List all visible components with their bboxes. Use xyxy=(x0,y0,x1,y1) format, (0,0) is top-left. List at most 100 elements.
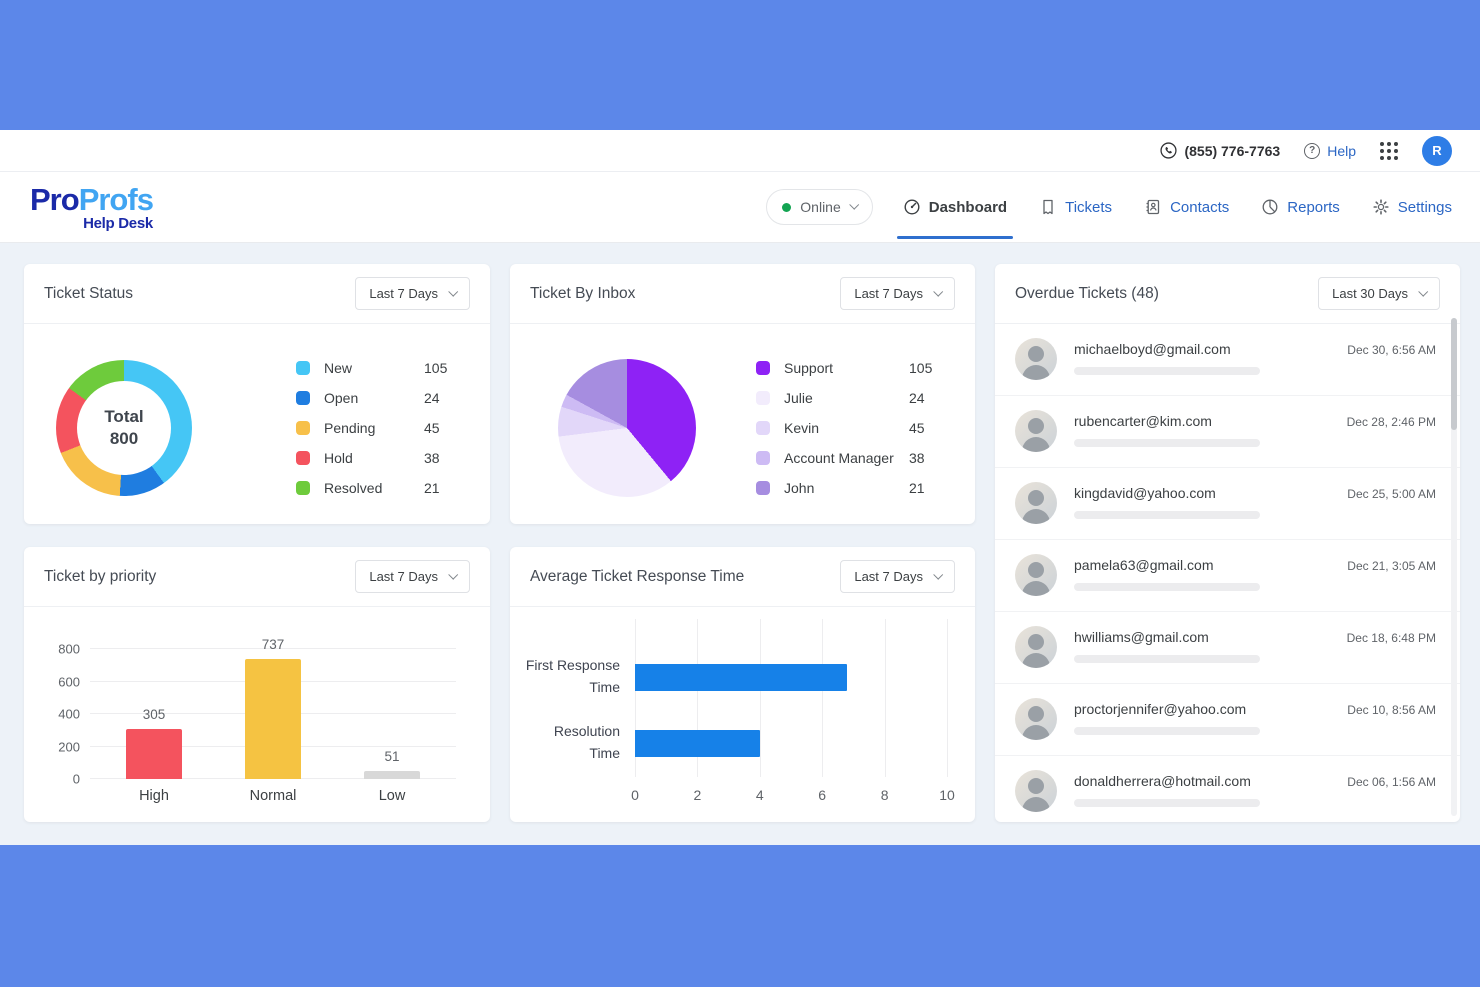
y-axis-tick-label: 400 xyxy=(58,706,80,722)
overdue-ticket-row[interactable]: donaldherrera@hotmail.com Dec 06, 1:56 AM xyxy=(995,755,1460,822)
legend-item[interactable]: Pending 45 xyxy=(296,420,466,436)
response-x-axis-labels: 0 2 4 6 8 10 xyxy=(631,787,955,807)
date-range-dropdown[interactable]: Last 30 Days xyxy=(1318,277,1440,310)
bar-slot: 51 xyxy=(364,649,420,779)
bars-container: 305 737 51 xyxy=(90,637,456,779)
legend-item[interactable]: New 105 xyxy=(296,360,466,376)
contact-email: hwilliams@gmail.com xyxy=(1074,629,1209,645)
nav-item-contacts[interactable]: Contacts xyxy=(1144,198,1229,216)
contact-email: donaldherrera@hotmail.com xyxy=(1074,773,1251,789)
legend-label: Account Manager xyxy=(784,450,894,466)
overdue-row-main: rubencarter@kim.com xyxy=(1074,410,1330,447)
settings-icon xyxy=(1373,199,1389,215)
reports-icon xyxy=(1262,199,1278,215)
tickets-icon xyxy=(1043,199,1053,215)
range-label: Last 7 Days xyxy=(854,286,923,301)
chevron-down-icon xyxy=(933,286,944,297)
user-avatar[interactable]: R xyxy=(1422,135,1452,166)
date-range-dropdown[interactable]: Last 7 Days xyxy=(355,560,470,593)
overdue-row-main: proctorjennifer@yahoo.com xyxy=(1074,698,1330,735)
legend-value: 105 xyxy=(909,360,933,376)
contact-avatar xyxy=(1015,482,1057,524)
y-axis-tick-label: 800 xyxy=(58,641,80,657)
contact-avatar xyxy=(1015,698,1057,740)
overdue-row-main: pamela63@gmail.com xyxy=(1074,554,1330,591)
date-range-dropdown[interactable]: Last 7 Days xyxy=(355,277,470,310)
x-axis-tick-label: 8 xyxy=(880,787,889,803)
contact-email: pamela63@gmail.com xyxy=(1074,557,1214,573)
legend-swatch-icon xyxy=(296,391,310,405)
legend-swatch-icon xyxy=(756,481,770,495)
response-category-label: First Response Time xyxy=(525,657,620,695)
nav-label: Dashboard xyxy=(928,198,1008,216)
phone-icon xyxy=(1160,142,1178,159)
ticket-subject-placeholder xyxy=(1074,511,1260,519)
online-status-dropdown[interactable]: Online xyxy=(766,189,873,225)
contact-email: kingdavid@yahoo.com xyxy=(1074,485,1216,501)
support-phone[interactable]: (855) 776-7763 xyxy=(1160,142,1280,159)
overdue-date: Dec 28, 2:46 PM xyxy=(1346,415,1436,429)
priority-bar-low xyxy=(364,770,420,779)
app-logo[interactable]: ProProfs Help Desk xyxy=(30,184,154,231)
online-dot-icon xyxy=(782,202,792,212)
legend-item[interactable]: Open 24 xyxy=(296,390,466,406)
legend-value: 45 xyxy=(424,420,440,436)
contact-avatar xyxy=(1015,554,1057,596)
legend-swatch-icon xyxy=(756,361,770,375)
legend-value: 38 xyxy=(909,450,925,466)
legend-swatch-icon xyxy=(296,451,310,465)
legend-item[interactable]: Account Manager 38 xyxy=(756,450,951,466)
ticket-status-legend: New 105 Open 24 Pending 45 Hold 38 Resolved 21 xyxy=(296,360,466,496)
contact-email: proctorjennifer@yahoo.com xyxy=(1074,701,1247,717)
nav-item-dashboard[interactable]: Dashboard xyxy=(896,198,1014,239)
bar-value-label: 737 xyxy=(261,637,285,653)
overdue-row-main: donaldherrera@hotmail.com xyxy=(1074,770,1330,807)
overdue-row-main: kingdavid@yahoo.com xyxy=(1074,482,1330,519)
card-title: Overdue Tickets (48) xyxy=(1015,284,1159,302)
ticket-subject-placeholder xyxy=(1074,799,1260,807)
nav-item-reports[interactable]: Reports xyxy=(1261,198,1340,216)
overdue-ticket-row[interactable]: proctorjennifer@yahoo.com Dec 10, 8:56 AM xyxy=(995,683,1460,755)
overdue-tickets-list: michaelboyd@gmail.com Dec 30, 6:56 AM rube… xyxy=(995,324,1460,822)
chevron-down-icon xyxy=(1418,286,1429,297)
range-label: Last 7 Days xyxy=(854,569,923,584)
overdue-ticket-row[interactable]: michaelboyd@gmail.com Dec 30, 6:56 AM xyxy=(995,324,1460,395)
apps-grid-icon[interactable] xyxy=(1380,141,1398,160)
help-button[interactable]: ? Help xyxy=(1304,142,1356,159)
date-range-dropdown[interactable]: Last 7 Days xyxy=(840,277,955,310)
chevron-down-icon xyxy=(849,199,859,210)
contact-avatar xyxy=(1015,338,1057,380)
bar-value-label: 51 xyxy=(384,748,400,764)
nav-label: Tickets xyxy=(1065,198,1113,216)
legend-item[interactable]: Hold 38 xyxy=(296,450,466,466)
overdue-ticket-row[interactable]: pamela63@gmail.com Dec 21, 3:05 AM xyxy=(995,539,1460,611)
response-time-card: Average Ticket Response Time Last 7 Days… xyxy=(510,547,975,822)
legend-value: 24 xyxy=(909,390,925,406)
legend-label: Kevin xyxy=(784,420,820,436)
overdue-ticket-row[interactable]: kingdavid@yahoo.com Dec 25, 5:00 AM xyxy=(995,467,1460,539)
scrollbar-thumb[interactable] xyxy=(1451,318,1457,430)
nav-item-settings[interactable]: Settings xyxy=(1372,198,1452,216)
help-icon: ? xyxy=(1304,142,1321,159)
scrollbar-track[interactable] xyxy=(1451,318,1457,816)
legend-item[interactable]: John 21 xyxy=(756,480,951,496)
legend-item[interactable]: Julie 24 xyxy=(756,390,951,406)
legend-label: Resolved xyxy=(324,480,383,496)
gridline xyxy=(90,648,456,649)
nav-label: Settings xyxy=(1397,198,1452,216)
priority-bar-high xyxy=(126,729,182,779)
date-range-dropdown[interactable]: Last 7 Days xyxy=(840,560,955,593)
overdue-date: Dec 25, 5:00 AM xyxy=(1347,487,1436,501)
nav-item-tickets[interactable]: Tickets xyxy=(1039,198,1112,216)
main-nav: Dashboard Tickets Contacts Reports Setti… xyxy=(896,198,1452,239)
legend-item[interactable]: Kevin 45 xyxy=(756,420,951,436)
legend-item[interactable]: Resolved 21 xyxy=(296,480,466,496)
ticket-by-inbox-legend: Support 105 Julie 24 Kevin 45 Account Manager 3… xyxy=(756,360,951,496)
legend-item[interactable]: Support 105 xyxy=(756,360,951,376)
response-time-bar-chart: First Response Time Resolution Time 0 2 4 6 8… xyxy=(510,619,975,815)
ticket-subject-placeholder xyxy=(1074,727,1260,735)
utility-bar: (855) 776-7763 ? Help R xyxy=(0,130,1480,172)
overdue-ticket-row[interactable]: rubencarter@kim.com Dec 28, 2:46 PM xyxy=(995,395,1460,467)
overdue-ticket-row[interactable]: hwilliams@gmail.com Dec 18, 6:48 PM xyxy=(995,611,1460,683)
ticket-subject-placeholder xyxy=(1074,655,1260,663)
